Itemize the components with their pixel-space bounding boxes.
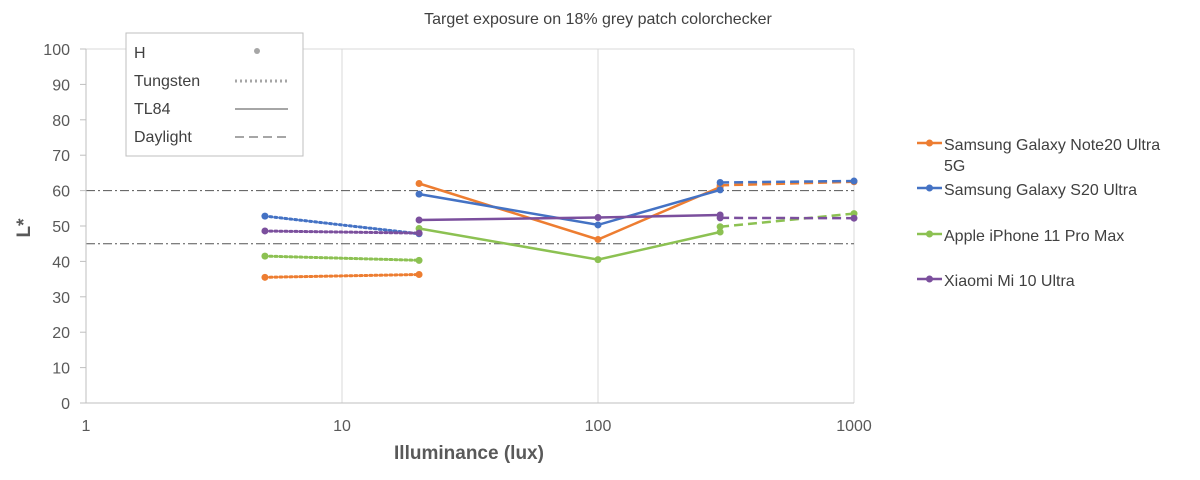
series-line-dotted xyxy=(263,273,421,279)
series-line-dashed xyxy=(720,180,855,187)
legend-label: Xiaomi Mi 10 Ultra xyxy=(944,273,1075,290)
legend-swatch-marker xyxy=(926,275,933,283)
x-tick-label: 1 xyxy=(82,418,91,435)
y-tick-label: 40 xyxy=(52,254,70,271)
data-point xyxy=(716,214,724,222)
data-point xyxy=(594,256,602,264)
series-group xyxy=(261,177,858,281)
chart-title: Target exposure on 18% grey patch colorc… xyxy=(424,11,772,28)
line-style-legend: H Tungsten TL84 Daylight xyxy=(125,32,304,157)
reference-lines xyxy=(86,190,854,245)
series-line-dotted xyxy=(263,214,421,236)
x-tick-label: 10 xyxy=(333,418,351,435)
series-line-dashed xyxy=(720,179,855,184)
legend-swatch-marker xyxy=(926,230,933,238)
data-point xyxy=(415,190,423,198)
legend-label-line: Apple iPhone 11 Pro Max xyxy=(944,228,1124,245)
legend-label-line: Xiaomi Mi 10 Ultra xyxy=(944,273,1075,290)
y-tick-label: 90 xyxy=(52,77,70,94)
data-point xyxy=(594,235,602,243)
data-point xyxy=(415,216,423,224)
data-point xyxy=(716,228,724,236)
data-point xyxy=(415,270,423,278)
legend-swatch-marker xyxy=(926,139,933,147)
x-tick-label: 1000 xyxy=(836,418,872,435)
data-point xyxy=(261,273,269,281)
data-point xyxy=(716,178,724,186)
legend-label-line: 5G xyxy=(944,158,965,175)
data-point xyxy=(594,221,602,229)
x-axis-title: Illuminance (lux) xyxy=(394,443,544,464)
legend-label: Apple iPhone 11 Pro Max xyxy=(944,228,1124,245)
x-tick-label: 100 xyxy=(585,418,612,435)
y-tick-label: 70 xyxy=(52,148,70,165)
data-point xyxy=(716,223,724,231)
data-point xyxy=(594,214,602,222)
y-tick-label: 10 xyxy=(52,361,70,378)
data-point xyxy=(850,214,858,222)
data-point xyxy=(261,212,269,220)
axes: 1 10 100 1000 0 10 20 30 40 50 60 70 80 90 100 xyxy=(43,42,872,435)
legend-label: Samsung Galaxy Note20 Ultra 5G xyxy=(944,137,1160,175)
legend-label-line: Samsung Galaxy S20 Ultra xyxy=(944,182,1137,199)
y-tick-label: 20 xyxy=(52,325,70,342)
y-tick-label: 0 xyxy=(61,396,70,413)
y-tick-label: 60 xyxy=(52,184,70,201)
style-legend-label: H xyxy=(134,45,146,62)
data-point xyxy=(415,180,423,188)
data-point xyxy=(261,227,269,235)
legend-label-line: Samsung Galaxy Note20 Ultra xyxy=(944,137,1160,154)
series-line-dotted xyxy=(263,229,421,235)
series-line-solid xyxy=(418,182,721,241)
legend-swatch-marker xyxy=(926,184,933,192)
data-point xyxy=(716,186,724,194)
legend-label: Samsung Galaxy S20 Ultra xyxy=(944,182,1137,199)
y-tick-label: 50 xyxy=(52,219,70,236)
style-legend-marker xyxy=(254,48,260,54)
y-tick-label: 30 xyxy=(52,290,70,307)
data-point xyxy=(415,256,423,264)
series-line-dashed xyxy=(719,212,855,228)
style-legend-label: TL84 xyxy=(134,101,171,118)
data-point xyxy=(415,229,423,237)
series xyxy=(261,178,858,281)
y-tick-label: 80 xyxy=(52,113,70,130)
y-axis-title: L* xyxy=(14,218,35,238)
series xyxy=(261,211,858,237)
style-legend-box xyxy=(125,32,304,157)
series-line-dotted xyxy=(263,254,421,262)
y-tick-label: 100 xyxy=(43,42,70,59)
data-point xyxy=(261,252,269,260)
style-legend-label: Tungsten xyxy=(134,73,200,90)
data-point xyxy=(850,177,858,185)
style-legend-label: Daylight xyxy=(134,129,192,146)
